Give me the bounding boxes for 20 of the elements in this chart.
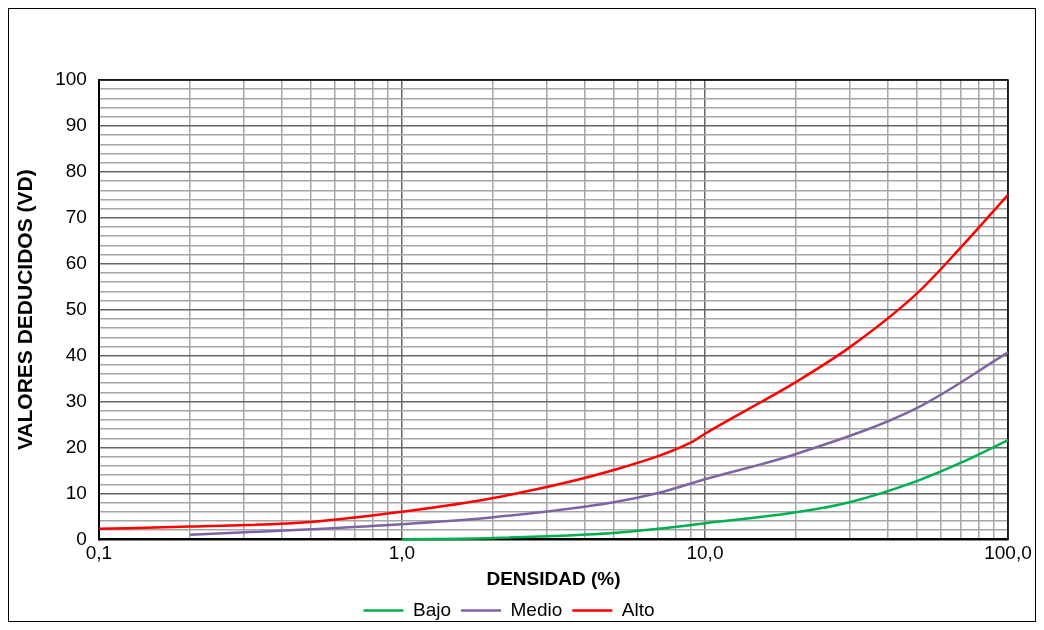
x-tick-label: 100,0: [984, 542, 1032, 564]
y-tick-label: 70: [65, 206, 87, 228]
y-tick-label: 60: [65, 251, 87, 273]
x-axis-title: DENSIDAD (%): [486, 567, 621, 589]
x-tick-label: 0,1: [85, 542, 113, 564]
x-tick-label: 1,0: [388, 542, 416, 564]
y-tick-label: 80: [65, 160, 87, 182]
y-tick-label: 100: [55, 68, 87, 90]
y-tick-label: 40: [65, 343, 87, 365]
legend-label: Medio: [510, 598, 563, 620]
y-tick-label: 30: [65, 389, 87, 411]
legend-label: Alto: [621, 598, 655, 620]
x-tick-label: 10,0: [686, 542, 724, 564]
y-tick-label: 50: [65, 297, 87, 319]
y-tick-label: 10: [65, 481, 87, 503]
y-tick-label: 0: [76, 527, 87, 549]
y-tick-label: 90: [65, 114, 87, 136]
y-axis-title: VALORES DEDUCIDOS (VD): [13, 169, 37, 451]
legend-label: Bajo: [412, 598, 452, 620]
y-tick-label: 20: [65, 435, 87, 457]
